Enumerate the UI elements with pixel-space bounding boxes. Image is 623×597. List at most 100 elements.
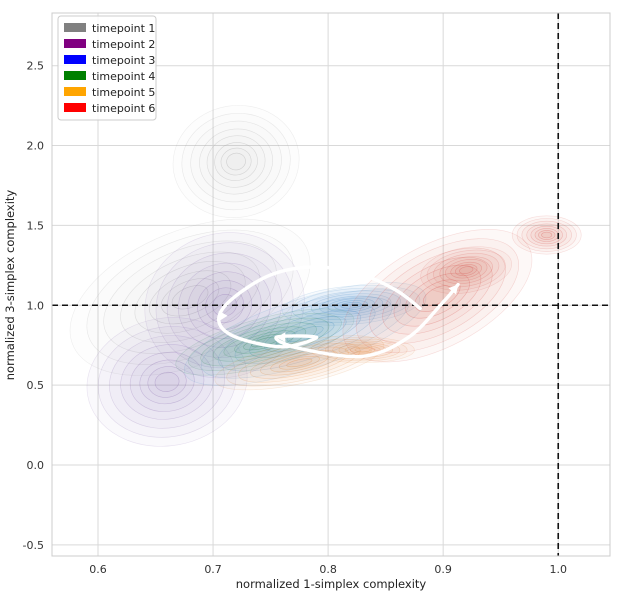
density-contour bbox=[278, 355, 320, 370]
density-contour bbox=[521, 220, 572, 250]
density-contour bbox=[187, 313, 342, 371]
density-contour bbox=[404, 272, 470, 319]
x-tick-label: 0.9 bbox=[434, 563, 452, 576]
legend-entry-label: timepoint 5 bbox=[92, 86, 155, 99]
trajectory-arrowhead bbox=[448, 284, 459, 295]
density-contour bbox=[369, 247, 506, 344]
density-contour bbox=[340, 301, 362, 309]
trajectory-arrowhead bbox=[276, 332, 286, 343]
density-contour bbox=[120, 344, 214, 420]
density-timepoint-3 bbox=[183, 282, 427, 386]
density-contour bbox=[214, 142, 258, 181]
density-contour bbox=[199, 128, 273, 195]
density-contour bbox=[526, 223, 568, 247]
legend-swatch bbox=[64, 55, 86, 64]
density-contour bbox=[344, 345, 381, 355]
legend-entry-label: timepoint 1 bbox=[92, 22, 155, 35]
density-contour bbox=[282, 284, 421, 326]
density-contour bbox=[206, 135, 266, 188]
x-tick-label: 0.8 bbox=[319, 563, 337, 576]
y-axis-ticks: -0.5 0.0 0.5 1.0 1.5 2.0 2.5 bbox=[23, 60, 44, 552]
density-contour bbox=[301, 290, 401, 320]
density-contour bbox=[212, 322, 317, 362]
legend-swatch bbox=[64, 71, 86, 80]
density-contour bbox=[226, 152, 246, 171]
x-tick-label: 1.0 bbox=[549, 563, 567, 576]
density-contour bbox=[129, 351, 205, 412]
density-contour bbox=[154, 371, 180, 392]
density-timepoint-4 bbox=[175, 308, 355, 376]
trajectory-path bbox=[216, 265, 460, 359]
x-axis-label: normalized 1-simplex complexity bbox=[236, 577, 427, 591]
density-timepoint-6 bbox=[342, 215, 582, 363]
density-contour bbox=[171, 285, 209, 310]
density-contour bbox=[426, 249, 506, 291]
density-contour bbox=[354, 347, 371, 353]
density-contour bbox=[327, 298, 375, 313]
x-tick-label: 0.6 bbox=[89, 563, 107, 576]
density-contour bbox=[538, 230, 556, 240]
density-contour bbox=[454, 264, 478, 277]
density-contour bbox=[86, 229, 294, 365]
density-contour bbox=[286, 358, 313, 368]
density-contour bbox=[220, 147, 252, 176]
density-contour bbox=[541, 231, 553, 239]
y-tick-label: -0.5 bbox=[23, 539, 44, 552]
density-contour bbox=[69, 218, 311, 376]
density-contour bbox=[86, 317, 248, 447]
density-contour bbox=[530, 225, 563, 245]
density-contour bbox=[342, 229, 533, 363]
density-contour bbox=[217, 296, 393, 372]
density-contour bbox=[511, 215, 582, 255]
legend-swatch bbox=[64, 87, 86, 96]
legend-swatch bbox=[64, 39, 86, 48]
y-axis-label: normalized 3-simplex complexity bbox=[3, 190, 17, 381]
legend-swatch bbox=[64, 103, 86, 112]
density-contour bbox=[270, 353, 329, 373]
density-contour bbox=[97, 326, 237, 438]
density-contour bbox=[148, 270, 232, 325]
density-contour bbox=[234, 303, 376, 365]
density-contour bbox=[103, 240, 277, 354]
legend-swatch bbox=[64, 23, 86, 32]
x-tick-label: 0.7 bbox=[204, 563, 222, 576]
y-tick-label: 1.5 bbox=[27, 219, 45, 232]
legend: timepoint 1 timepoint 2 timepoint 3 timepoi… bbox=[57, 15, 157, 121]
density-contour bbox=[160, 278, 220, 317]
y-tick-label: 1.0 bbox=[27, 299, 45, 312]
density-contour bbox=[319, 295, 384, 315]
density-contour bbox=[286, 325, 324, 343]
y-tick-label: 0.5 bbox=[27, 379, 45, 392]
density-contour bbox=[439, 256, 493, 285]
legend-entry-label: timepoint 4 bbox=[92, 70, 155, 83]
trajectory-arrowhead bbox=[218, 310, 228, 322]
density-contour bbox=[147, 366, 187, 398]
plot-frame bbox=[51, 12, 611, 557]
density-contour bbox=[420, 246, 512, 294]
density-contour bbox=[349, 346, 376, 354]
legend-entry-label: timepoint 3 bbox=[92, 54, 155, 67]
density-contour bbox=[183, 282, 427, 386]
y-tick-label: 0.0 bbox=[27, 459, 45, 472]
density-contour bbox=[214, 335, 385, 391]
density-contour bbox=[450, 261, 482, 279]
density-contour bbox=[433, 252, 500, 288]
density-contour bbox=[355, 238, 520, 354]
density-contour bbox=[459, 266, 474, 274]
y-tick-label: 2.5 bbox=[27, 60, 45, 73]
density-contour bbox=[175, 308, 355, 376]
density-contour bbox=[516, 218, 577, 252]
density-contour bbox=[382, 256, 493, 335]
legend-entry-label: timepoint 2 bbox=[92, 38, 155, 51]
density-contour bbox=[444, 259, 488, 282]
legend-entry-label: timepoint 6 bbox=[92, 102, 155, 115]
x-axis-ticks: 0.6 0.7 0.8 0.9 1.0 bbox=[89, 563, 567, 576]
density-contour bbox=[200, 317, 330, 367]
density-contour bbox=[109, 335, 226, 429]
density-contour bbox=[190, 120, 282, 203]
density-contour bbox=[139, 359, 195, 405]
density-contour bbox=[310, 293, 392, 318]
density-contour bbox=[393, 264, 482, 327]
density-contour bbox=[181, 112, 291, 211]
